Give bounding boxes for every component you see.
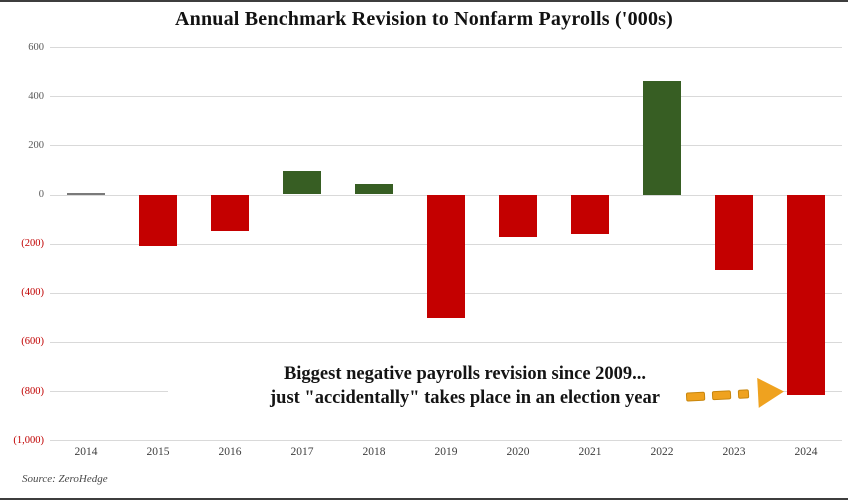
x-tick-label: 2024 — [794, 446, 818, 458]
gridline — [50, 145, 842, 147]
y-tick-label: 400 — [28, 90, 44, 102]
bar-2018 — [355, 183, 393, 195]
bar-2024 — [787, 194, 825, 396]
gridline — [50, 47, 842, 49]
arrow-dash — [711, 389, 732, 400]
arrow-dash — [685, 391, 706, 402]
bar-2016 — [211, 194, 249, 232]
y-tick-label: (800) — [21, 385, 44, 397]
bar-2020 — [499, 194, 537, 237]
chart-title: Annual Benchmark Revision to Nonfarm Pay… — [174, 8, 674, 30]
source-credit: Source: ZeroHedge — [22, 473, 108, 485]
y-tick-label: (600) — [21, 336, 44, 348]
y-tick-label: 0 — [38, 189, 44, 200]
gridline — [50, 440, 842, 442]
y-tick-label: 600 — [28, 41, 44, 53]
bar-2022 — [643, 81, 681, 195]
x-tick-label: 2020 — [506, 446, 530, 458]
arrow-head — [757, 376, 785, 408]
x-tick-label: 2019 — [434, 446, 458, 458]
x-tick-label: 2022 — [650, 446, 674, 458]
bar-2014 — [67, 192, 105, 195]
y-tick-label: (200) — [21, 238, 44, 250]
annotation-callout: Biggest negative payrolls revision since… — [168, 362, 762, 410]
x-tick-label: 2017 — [290, 446, 314, 458]
x-tick-label: 2023 — [722, 446, 746, 458]
dashed-arrow-right-icon — [685, 376, 786, 411]
bar-2019 — [427, 194, 465, 318]
gridline — [50, 96, 842, 98]
x-tick-label: 2018 — [362, 446, 386, 458]
bar-2017 — [283, 171, 321, 195]
bar-2023 — [715, 194, 753, 270]
bar-2021 — [571, 194, 609, 234]
y-tick-label: 200 — [28, 139, 44, 151]
x-tick-label: 2015 — [146, 446, 170, 458]
x-tick-label: 2016 — [218, 446, 242, 458]
annotation-line-2: just "accidentally" takes place in an el… — [270, 388, 660, 408]
bar-2015 — [139, 194, 177, 246]
gridline — [50, 341, 842, 343]
arrow-dash — [737, 388, 750, 399]
x-tick-label: 2021 — [578, 446, 602, 458]
y-tick-label: (1,000) — [13, 434, 44, 446]
x-tick-label: 2014 — [74, 446, 98, 458]
annotation-line-1: Biggest negative payrolls revision since… — [283, 364, 647, 384]
y-tick-label: (400) — [21, 287, 44, 299]
